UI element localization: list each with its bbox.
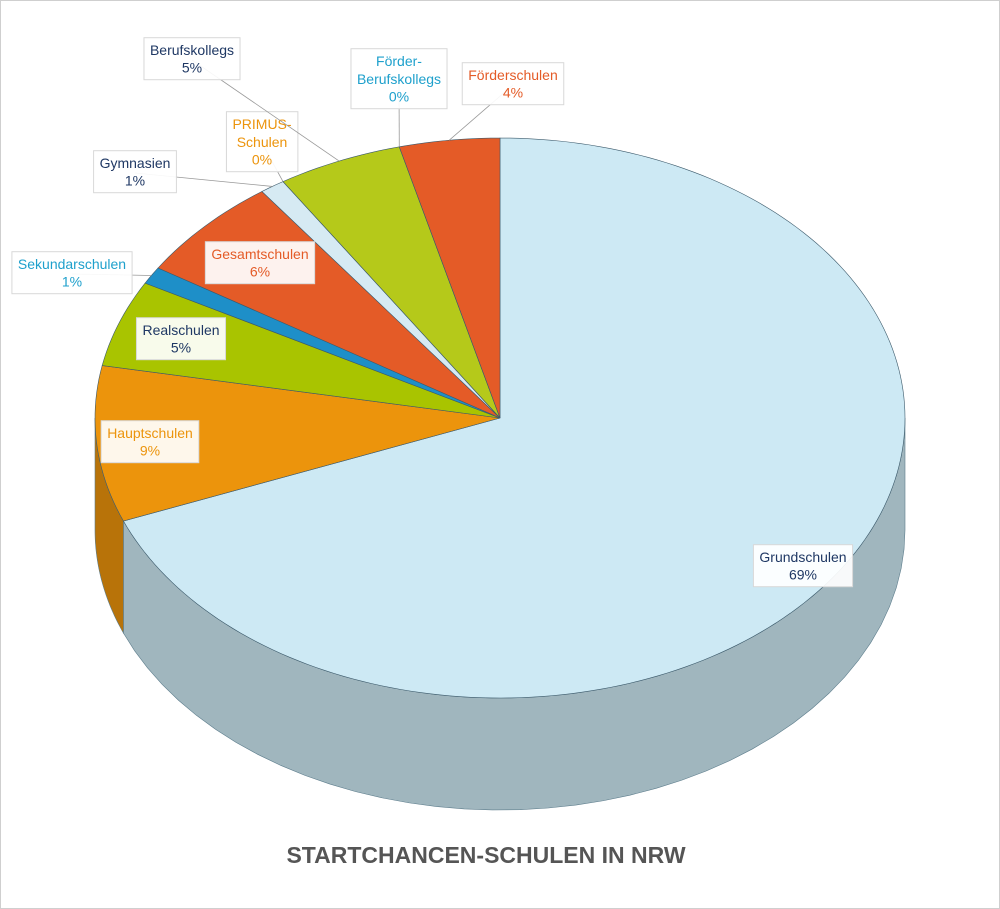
data-label: Gymnasien 1% — [93, 150, 177, 194]
data-label: PRIMUS-Schulen 0% — [225, 111, 299, 173]
slice — [94, 365, 501, 522]
label-box — [350, 48, 448, 110]
label-value: 6% — [250, 264, 270, 280]
label-name: Hauptschulen — [107, 425, 193, 441]
label-name: Förder-Berufskollegs — [357, 53, 441, 87]
label-box — [225, 111, 299, 173]
data-label: Gesamtschulen 6% — [204, 241, 316, 285]
data-label: Realschulen 5% — [135, 317, 227, 361]
label-value: 1% — [62, 274, 82, 290]
label-name: Realschulen — [142, 322, 219, 338]
label-box — [461, 62, 565, 106]
label-name: Berufskollegs — [150, 42, 234, 58]
label-name: Sekundarschulen — [18, 256, 126, 272]
slice — [282, 146, 501, 419]
label-box — [143, 37, 241, 81]
label-value: 1% — [125, 173, 145, 189]
label-value: 0% — [252, 152, 272, 168]
data-label: Sekundarschulen 1% — [11, 251, 133, 295]
label-box — [93, 150, 177, 194]
label-value: 69% — [789, 567, 817, 583]
label-box — [11, 251, 133, 295]
data-label: Hauptschulen 9% — [100, 420, 200, 464]
slice — [398, 137, 501, 419]
label-box — [100, 420, 200, 464]
label-value: 5% — [171, 340, 191, 356]
label-name: Gymnasien — [100, 155, 171, 171]
slice — [101, 282, 501, 419]
data-label: Förder-Berufskollegs 0% — [350, 48, 448, 110]
chart-title: STARTCHANCEN-SCHULEN IN NRW — [286, 842, 685, 868]
data-label: Berufskollegs 5% — [143, 37, 241, 81]
label-box — [752, 544, 854, 588]
label-value: 0% — [389, 89, 409, 105]
label-name: Gesamtschulen — [211, 246, 308, 262]
data-label: Förderschulen 4% — [461, 62, 565, 106]
label-name: Grundschulen — [759, 549, 846, 565]
label-value: 4% — [503, 85, 523, 101]
label-box — [135, 317, 227, 361]
label-name: Förderschulen — [468, 67, 558, 83]
label-name: PRIMUS-Schulen — [232, 116, 291, 150]
data-label: Grundschulen 69% — [752, 544, 854, 588]
label-value: 5% — [182, 60, 202, 76]
label-value: 9% — [140, 443, 160, 459]
label-box — [204, 241, 316, 285]
